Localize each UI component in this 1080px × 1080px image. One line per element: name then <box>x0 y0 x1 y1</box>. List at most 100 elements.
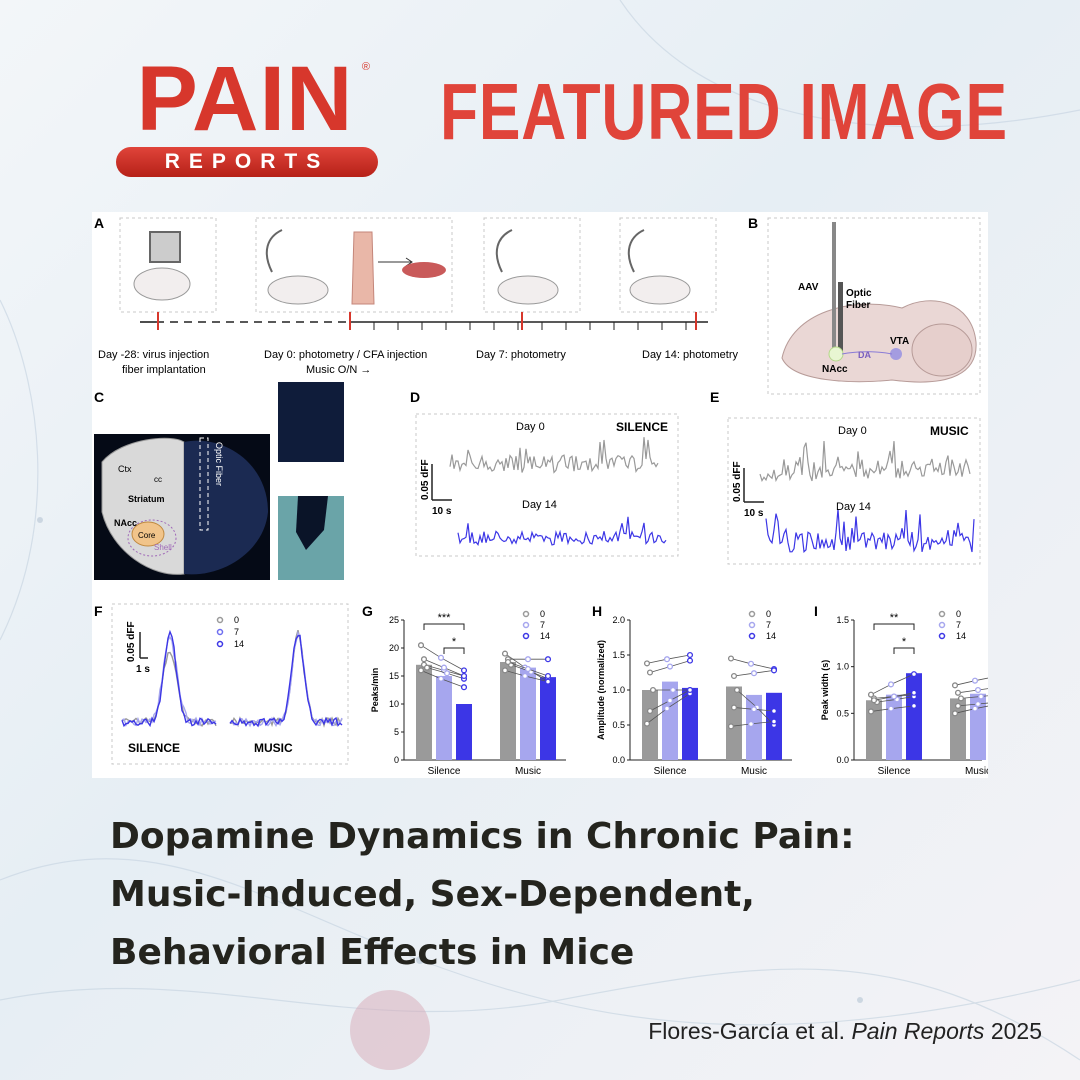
x-category-label: Silence <box>428 766 461 777</box>
legend-label: 7 <box>540 620 545 630</box>
data-point <box>747 660 755 667</box>
significance-bracket <box>423 623 465 630</box>
inflamed-paw-icon <box>402 262 446 278</box>
bar <box>866 700 882 760</box>
legend-label: 0 <box>956 609 961 619</box>
label-optic: Optic <box>846 288 872 299</box>
legend-label: 7 <box>956 620 961 630</box>
zoom-image-top <box>278 382 344 462</box>
data-point <box>887 705 895 712</box>
y-tick-label: 1.0 <box>612 685 625 695</box>
silence-day14-label: Day 14 <box>522 499 557 511</box>
data-point <box>437 654 445 661</box>
y-tick-label: 0.0 <box>612 755 625 765</box>
data-point <box>954 702 962 709</box>
trace-silence-day14 <box>457 516 667 546</box>
trace-silence-day0 <box>449 437 659 474</box>
bar <box>540 677 556 760</box>
significance-label: * <box>452 636 457 648</box>
bar <box>726 686 742 760</box>
panel-letter-d: D <box>410 389 420 405</box>
data-point <box>524 665 532 673</box>
logo-reports-text: REPORTS <box>164 150 330 173</box>
data-point <box>870 697 878 704</box>
label-nacc-c: NAcc <box>114 518 137 528</box>
timeline-label-day0: Day 0: photometry / CFA injection <box>264 349 427 361</box>
data-point <box>957 695 965 702</box>
y-tick-label: 0 <box>394 755 399 765</box>
data-point <box>646 707 654 715</box>
data-point <box>954 689 962 696</box>
panel-a-box-day0 <box>255 217 453 313</box>
bar <box>886 694 902 760</box>
x-category-label: Music <box>741 766 767 777</box>
data-point <box>440 664 448 671</box>
scale-x-label: 10 s <box>432 506 452 517</box>
legend-marker-day0 <box>216 616 224 624</box>
y-tick-label: 0.5 <box>836 708 849 718</box>
legend-marker-day7 <box>216 628 224 636</box>
bar <box>520 667 536 760</box>
peak-label-music: MUSIC <box>254 741 293 755</box>
data-point <box>727 655 735 662</box>
data-point <box>750 706 758 713</box>
panel-a-box-surgery <box>119 217 217 313</box>
data-point <box>951 682 959 689</box>
data-point <box>663 705 671 712</box>
y-axis-label: Peaks/min <box>370 668 380 713</box>
x-category-label: Silence <box>654 766 687 777</box>
label-da: DA <box>858 350 871 360</box>
data-point <box>501 667 509 674</box>
data-point <box>663 656 671 663</box>
data-point <box>544 678 552 685</box>
data-point <box>951 710 959 717</box>
bar <box>642 690 658 760</box>
mouse-illustration <box>629 275 691 305</box>
data-point <box>420 656 428 663</box>
data-point <box>460 672 468 680</box>
arrow-icon <box>378 257 413 267</box>
peak-traces <box>121 629 343 728</box>
citation-year: 2025 <box>990 1018 1042 1044</box>
nacc-site <box>828 346 844 362</box>
trace-music-day14 <box>765 509 975 553</box>
legend-label-day14: 14 <box>234 639 244 649</box>
legend-label: 0 <box>766 609 771 619</box>
mouse-illustration <box>497 275 559 305</box>
panel-letter-a: A <box>94 215 104 231</box>
data-point <box>643 720 651 727</box>
fiber-track <box>199 437 209 531</box>
data-point <box>727 723 735 730</box>
zoom-image-bottom-shape <box>296 496 328 550</box>
y-tick-label: 20 <box>389 643 399 653</box>
panel-b-brain-diagram: AAV Optic Fiber VTA DA NAcc <box>767 217 981 395</box>
label-shell: Shell <box>154 543 172 552</box>
scale-y-label: 0.05 dFF <box>126 621 137 662</box>
label-aav: AAV <box>798 282 819 293</box>
paw-injection-icon <box>351 231 375 305</box>
data-point <box>910 702 918 709</box>
label-nacc: NAcc <box>822 364 848 375</box>
timeline-label-music: Music O/N → <box>306 364 371 376</box>
data-point <box>730 672 738 680</box>
data-point <box>643 660 651 667</box>
y-tick-label: 0.5 <box>612 720 625 730</box>
panel-a-box-day14 <box>619 217 717 313</box>
data-point <box>649 686 657 694</box>
data-point <box>443 670 451 677</box>
data-point <box>423 664 431 671</box>
peak-trace <box>229 634 343 728</box>
legend-marker <box>748 632 756 640</box>
data-point <box>669 686 677 694</box>
legend-marker <box>938 632 946 640</box>
y-tick-label: 2.0 <box>612 615 625 625</box>
panel-e-traces: Day 0 MUSIC Day 14 0.05 dFF 10 s <box>727 417 981 565</box>
legend-marker <box>522 621 530 629</box>
cerebellum-shape <box>911 323 973 377</box>
data-point <box>460 684 468 691</box>
fiber-cable-icon <box>265 229 283 273</box>
shell-region <box>127 519 177 557</box>
data-point <box>733 686 741 694</box>
panel-letter-c: C <box>94 389 104 405</box>
